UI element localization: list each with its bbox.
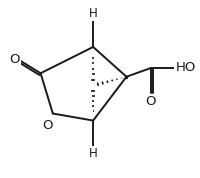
Text: O: O [42, 119, 53, 132]
Text: H: H [89, 147, 98, 160]
Text: O: O [146, 95, 156, 108]
Text: HO: HO [176, 61, 196, 74]
Text: H: H [89, 7, 98, 20]
Text: O: O [9, 53, 20, 66]
